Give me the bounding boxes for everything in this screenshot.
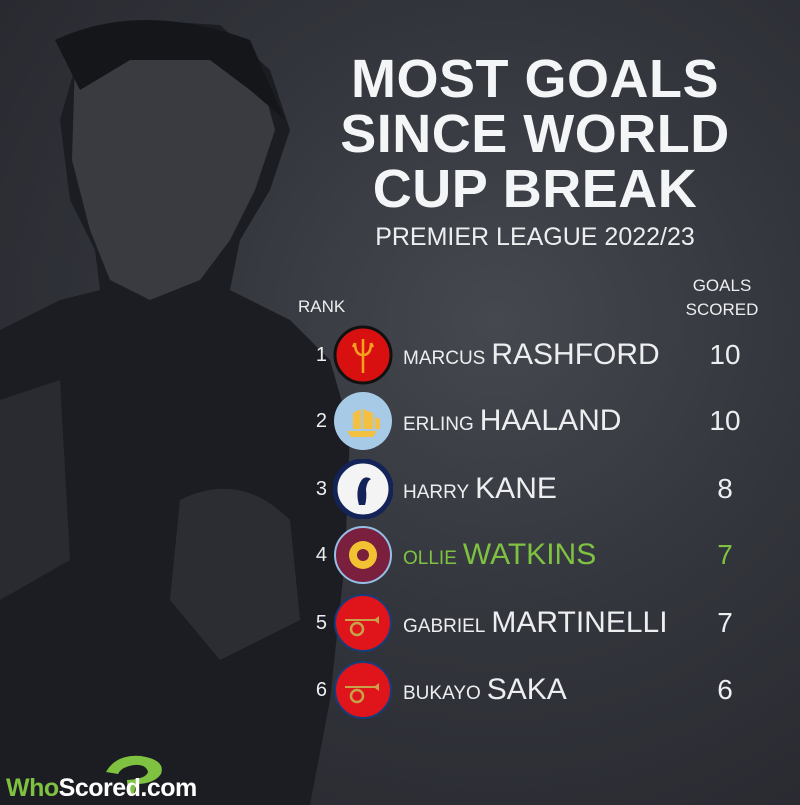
player-first-name: GABRIEL [403,616,486,637]
goals-header-line2: SCORED [685,300,759,319]
subtitle: PREMIER LEAGUE 2022/23 [375,223,695,251]
goals-value: 6 [717,674,733,705]
player-name: MARCUS RASHFORD [403,338,703,372]
player-first-name: MARCUS [403,348,486,369]
aston-villa-lion-icon [333,525,393,585]
goals-header-line1: GOALS [692,276,752,295]
table-row: 4 OLLIE WATKINS 7 [300,524,780,586]
table-row: 2 ERLING HAALAND 10 [300,390,780,452]
rank-number: 3 [315,477,327,500]
player-name: HARRY KANE [403,472,703,506]
player-name: ERLING HAALAND [403,404,703,438]
rank-number: 2 [315,409,327,432]
logo-text-scored: Scored [58,774,141,802]
player-last-name: SAKA [486,673,567,706]
goals-value: 10 [709,405,741,436]
title-line: CUP BREAK [372,159,698,219]
goals-header: GOALS SCORED [672,274,772,322]
logo-text-com: .com [140,774,197,802]
rank-number: 1 [315,343,327,366]
player-name: BUKAYO SAKA [403,673,703,707]
table-row: 6 BUKAYO SAKA 6 [300,659,780,721]
table-row: 1 MARCUS RASHFORD 10 [300,324,780,386]
player-first-name: ERLING [403,414,474,435]
rank-number: 5 [315,611,327,634]
rank-header: RANK [298,297,346,316]
player-last-name: HAALAND [479,404,622,437]
rank-number: 6 [315,678,327,701]
goals-value: 7 [717,539,733,570]
player-first-name: HARRY [403,482,470,503]
player-name: OLLIE WATKINS [403,538,703,572]
player-last-name: KANE [475,472,557,505]
tottenham-cockerel-icon [333,459,393,519]
manchester-city-ship-icon [333,391,393,451]
player-last-name: WATKINS [462,538,597,571]
title-line: SINCE WORLD [340,104,730,164]
goals-value: 10 [709,339,741,370]
player-photo [0,20,350,805]
rank-number: 4 [315,543,327,566]
player-first-name: BUKAYO [403,683,481,704]
player-name: GABRIEL MARTINELLI [403,606,703,640]
goals-value: 7 [717,607,733,638]
player-last-name: MARTINELLI [491,606,668,639]
manchester-united-trident-icon [333,325,393,385]
arsenal-cannon-icon [333,660,393,720]
goals-value: 8 [717,473,733,504]
table-row: 3 HARRY KANE 8 [300,458,780,520]
arsenal-cannon-icon [333,593,393,653]
question-mark-icon [106,755,162,794]
table-row: 5 GABRIEL MARTINELLI 7 [300,592,780,654]
logo-text-who: Who [6,774,59,802]
title-block: MOST GOALS SINCE WORLD CUP BREAK PREMIER… [300,52,770,252]
player-first-name: OLLIE [403,548,457,569]
player-last-name: RASHFORD [491,338,660,371]
whoscored-logo: WhoScored.com [6,752,206,805]
title-line: MOST GOALS [351,49,719,109]
